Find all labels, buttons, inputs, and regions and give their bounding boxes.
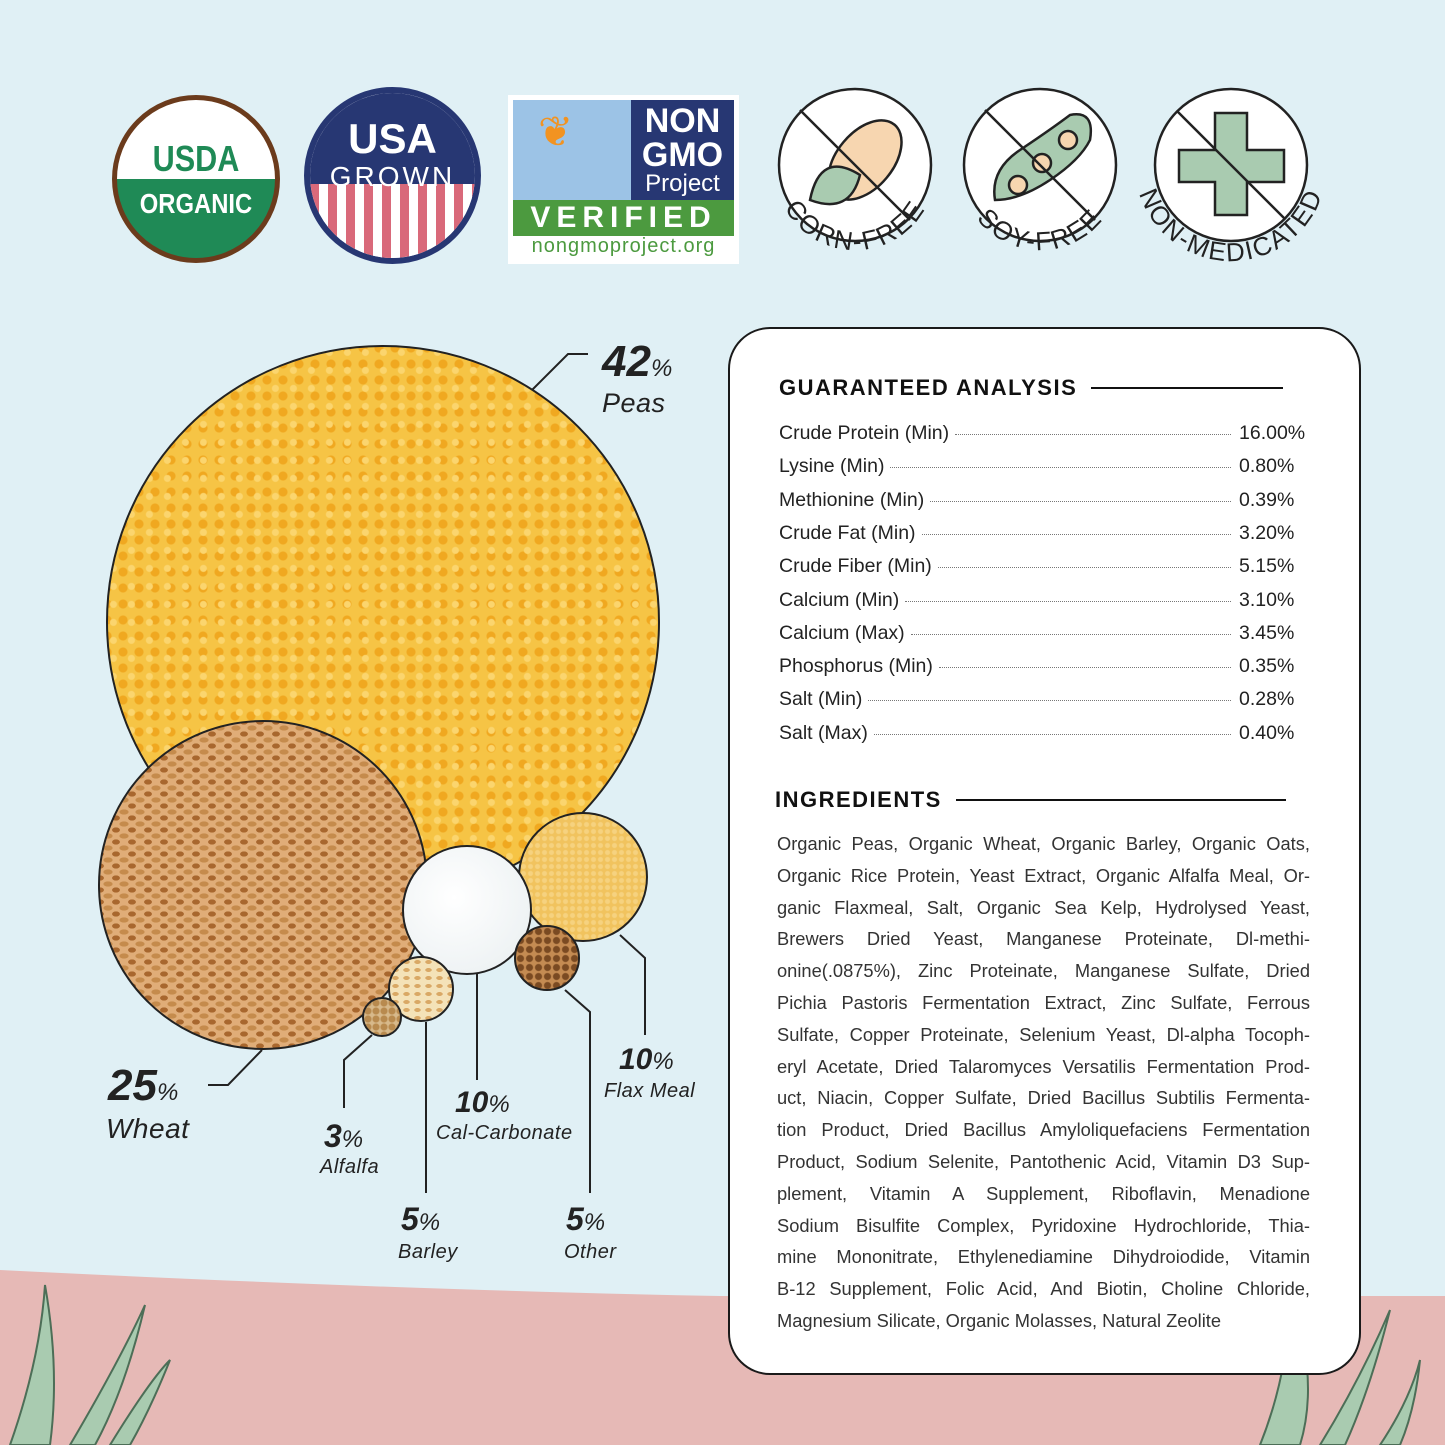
ingredients-line: tion Product, Dried Bacillus Amyloliquef…	[777, 1119, 1310, 1141]
analysis-label: Salt (Min)	[779, 688, 863, 711]
analysis-row: Crude Protein (Min) 16.00%	[779, 422, 1309, 452]
analysis-label: Lysine (Min)	[779, 455, 885, 478]
dot-leader	[955, 434, 1231, 435]
butterfly-icon: ❦	[538, 108, 574, 155]
project-text: Project	[645, 170, 720, 197]
dot-leader	[873, 733, 1231, 735]
guaranteed-analysis-heading: GUARANTEED ANALYSIS	[779, 375, 1284, 401]
wheat-label: Wheat	[106, 1113, 190, 1144]
analysis-row: Methionine (Min) 0.39%	[779, 489, 1309, 519]
wheat-percent: 25%	[108, 1061, 179, 1110]
analysis-row: Phosphorus (Min) 0.35%	[779, 655, 1309, 685]
analysis-value: 0.80%	[1239, 455, 1295, 478]
ingredients-heading: INGREDIENTS	[775, 787, 1286, 813]
analysis-value: 0.40%	[1239, 721, 1295, 744]
flax-meal-label: Flax Meal	[604, 1080, 696, 1102]
usa-grown-badge: USA GROWN	[304, 87, 481, 264]
free-from-icons: CORN-FREE SOY-FREE NON-MEDICATED	[777, 87, 1327, 267]
dot-leader	[937, 567, 1231, 569]
ingredients-line: Organic Rice Protein, Yeast Extract, Org…	[777, 864, 1310, 886]
analysis-label: Crude Fat (Min)	[779, 521, 916, 544]
analysis-value: 0.28%	[1239, 688, 1295, 711]
analysis-row: Salt (Max) 0.40%	[779, 722, 1309, 752]
dot-leader	[905, 600, 1231, 602]
analysis-row: Calcium (Min) 3.10%	[779, 589, 1309, 619]
organic-text: ORGANIC	[139, 188, 253, 219]
ingredients-line: onine(.0875%), Zinc Proteinate, Manganes…	[777, 960, 1310, 982]
barley-label: Barley	[398, 1241, 458, 1263]
analysis-row: Salt (Min) 0.28%	[779, 688, 1309, 718]
ingredients-line: B-12 Supplement, Folic Acid, And Biotin,…	[777, 1278, 1310, 1300]
gmo-text: GMO	[641, 136, 724, 174]
other-label: Other	[564, 1241, 617, 1263]
analysis-value: 16.00%	[1239, 422, 1306, 444]
non-text: NON	[644, 102, 721, 140]
ingredients-line: Sodium Bisulfite Complex, Pyridoxine Hyd…	[777, 1214, 1310, 1236]
ingredients-line: Product, Sodium Selenite, Pantothenic Ac…	[777, 1150, 1310, 1172]
analysis-label: Calcium (Max)	[779, 621, 905, 644]
analysis-label: Salt (Max)	[779, 721, 868, 744]
ingredients-line: uct, Niacin, Copper Sulfate, Dried Bacil…	[777, 1087, 1310, 1109]
ingredients-line: Pichia Pastoris Fermentation Extract, Zi…	[777, 991, 1310, 1013]
analysis-label: Crude Protein (Min)	[779, 422, 950, 444]
dot-leader	[890, 467, 1231, 469]
usda-organic-badge: USDA ORGANIC	[112, 95, 280, 263]
cal-carbonate-label: Cal-Carbonate	[436, 1122, 573, 1144]
analysis-card	[728, 327, 1361, 1375]
dot-leader	[930, 500, 1231, 502]
analysis-label: Phosphorus (Min)	[779, 655, 933, 678]
ingredients-line: plement, Vitamin A Supplement, Riboflavi…	[777, 1182, 1310, 1204]
analysis-value: 0.39%	[1239, 488, 1295, 511]
analysis-value: 5.15%	[1239, 555, 1295, 578]
corn-free-icon	[777, 87, 933, 243]
alfalfa-image	[362, 997, 402, 1037]
peas-label: Peas	[602, 388, 666, 418]
wheat-image	[98, 720, 428, 1050]
alfalfa-percent: 3%	[324, 1118, 364, 1154]
analysis-value: 3.45%	[1239, 621, 1295, 644]
non-medicated-cross-icon	[1153, 87, 1309, 243]
alfalfa-label: Alfalfa	[320, 1156, 380, 1178]
grown-text: GROWN	[329, 161, 456, 192]
ingredients-text: Organic Peas, Organic Wheat, Organic Bar…	[777, 828, 1310, 1337]
cal-carbonate-image	[402, 845, 532, 975]
flax-meal-percent: 10%	[619, 1043, 674, 1076]
analysis-label: Calcium (Min)	[779, 588, 900, 611]
soy-free-icon	[962, 87, 1118, 243]
cal-carbonate-percent: 10%	[455, 1086, 510, 1119]
nongmo-url: nongmoproject.org	[531, 235, 716, 257]
ingredients-line: ganic Flaxmeal, Salt, Organic Sea Kelp, …	[777, 896, 1310, 918]
analysis-row: Calcium (Max) 3.45%	[779, 622, 1309, 652]
flax-meal-image	[518, 812, 648, 942]
peas-image	[106, 345, 660, 899]
analysis-row: Lysine (Min) 0.80%	[779, 455, 1309, 485]
ingredients-line: eryl Acetate, Dried Talaromyces Versatil…	[777, 1055, 1310, 1077]
non-gmo-verified-badge: ❦ NON GMO Project VERIFIED nongmoproject…	[508, 95, 739, 264]
usda-text: USDA	[152, 138, 240, 179]
ingredients-line: Brewers Dried Yeast, Manganese Proteinat…	[777, 928, 1310, 950]
analysis-label: Methionine (Min)	[779, 488, 925, 511]
peas-percent: 42%	[602, 337, 673, 386]
ingredients-line: Sulfate, Copper Proteinate, Selenium Yea…	[777, 1023, 1310, 1045]
ingredients-line: Magnesium Silicate, Organic Molasses, Na…	[777, 1309, 1222, 1331]
other-percent: 5%	[566, 1201, 606, 1237]
analysis-value: 3.10%	[1239, 588, 1295, 611]
verified-text: VERIFIED	[513, 200, 734, 236]
usa-text: USA	[348, 115, 437, 162]
analysis-value: 3.20%	[1239, 521, 1295, 544]
analysis-row: Crude Fat (Min) 3.20%	[779, 522, 1309, 552]
barley-percent: 5%	[401, 1201, 441, 1237]
ingredients-line: Organic Peas, Organic Wheat, Organic Bar…	[777, 833, 1310, 854]
ingredients-line: mine Mononitrate, Ethylenediamine Dihydr…	[777, 1246, 1310, 1268]
dot-leader	[938, 667, 1231, 669]
analysis-label: Crude Fiber (Min)	[779, 555, 932, 578]
analysis-value: 0.35%	[1239, 655, 1295, 678]
dot-leader	[921, 533, 1231, 535]
other-image	[514, 925, 580, 991]
dot-leader	[868, 700, 1231, 702]
dot-leader	[910, 633, 1231, 635]
analysis-row: Crude Fiber (Min) 5.15%	[779, 555, 1309, 585]
